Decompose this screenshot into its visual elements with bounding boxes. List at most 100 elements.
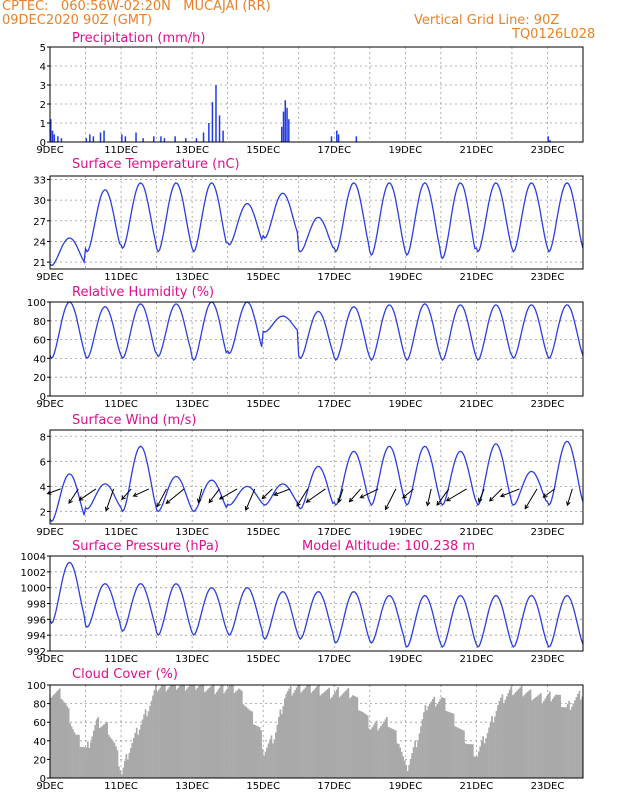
cloud-bar: [349, 698, 351, 778]
cloud-bar: [572, 703, 575, 778]
cloud-bar: [72, 729, 74, 778]
cloud-bar: [334, 691, 336, 778]
temp-ytick: 27: [33, 217, 46, 228]
cloud-bar: [146, 716, 148, 778]
cloud-bar: [460, 729, 462, 778]
cloud-bar: [424, 705, 427, 778]
precip-bar: [288, 119, 290, 142]
cloud-bar: [158, 689, 160, 778]
cloud-bar: [449, 712, 452, 778]
cloud-bar: [266, 747, 268, 778]
cloud-bar: [544, 698, 547, 778]
pres-xtick: 11DEC: [104, 654, 138, 665]
temp-ytick: 30: [33, 196, 46, 207]
wind-arrow: [296, 488, 309, 507]
cloud-bar: [217, 689, 219, 778]
cloud-ytick: 100: [27, 681, 46, 692]
cloud-bar: [562, 707, 564, 778]
cloud-bar: [190, 685, 193, 778]
wind-arrow-head: [445, 497, 451, 502]
cloud-bar: [482, 736, 485, 778]
wind-xtick: 17DEC: [317, 527, 351, 538]
cloud-bar: [187, 686, 190, 778]
wind-xtick: 19DEC: [388, 527, 422, 538]
precip-bar: [174, 136, 176, 142]
pres-xtick: 21DEC: [460, 654, 494, 665]
cloud-bar: [511, 695, 514, 778]
cloud-bar: [189, 685, 191, 778]
wind-arrow-head: [524, 504, 529, 510]
pres-ytick: 1002: [21, 568, 46, 579]
precip-frame: [49, 46, 584, 143]
cloud-bar: [560, 707, 563, 778]
wind-xtick: 13DEC: [175, 527, 209, 538]
cloud-bar: [498, 700, 501, 778]
cloud-bar: [399, 747, 402, 778]
cloud-bar: [325, 690, 328, 778]
cloud-bar: [320, 694, 323, 778]
cloud-bar: [110, 738, 113, 778]
precip-bar: [211, 102, 214, 142]
cloud-bar: [461, 729, 464, 778]
cloud-bar: [242, 704, 245, 778]
cloud-bar: [494, 716, 496, 778]
cloud-bar: [209, 686, 212, 778]
cloud-bar: [483, 743, 486, 778]
cloud-bar: [275, 732, 277, 778]
cloud-xtick: 13DEC: [175, 781, 209, 792]
wind-arrow: [385, 488, 397, 510]
cloud-bar: [141, 719, 144, 778]
cloud-bar: [529, 689, 532, 778]
wind-arrow-head: [78, 496, 84, 501]
precip-ytick: 1: [40, 119, 46, 130]
cloud-bar: [291, 695, 294, 778]
wind-arrow: [436, 488, 450, 506]
cloud-bar: [122, 767, 125, 778]
cloud-bar: [580, 699, 582, 778]
cloud-bar: [476, 756, 479, 778]
cloud-bar: [528, 690, 530, 778]
cloud-bar: [73, 732, 76, 778]
cloud-bar: [186, 688, 188, 778]
precip-xtick: 23DEC: [531, 145, 565, 156]
cloud-bar: [326, 689, 329, 778]
cloud-xtick: 17DEC: [317, 781, 351, 792]
cloud-bar: [208, 688, 211, 778]
wind-arrow: [489, 488, 503, 502]
cloud-bar: [156, 691, 159, 778]
cloud-bar: [510, 686, 513, 778]
cloud-bar: [288, 688, 291, 778]
cloud-bar: [486, 733, 489, 778]
cloud-ytick: 60: [33, 718, 46, 729]
cloud-bar: [340, 695, 342, 778]
cloud-bar: [223, 693, 225, 778]
cloud-ytick: 0: [40, 774, 46, 785]
cloud-bar: [278, 717, 280, 778]
pres-ytick: 996: [27, 615, 46, 626]
precip-xtick: 17DEC: [317, 145, 351, 156]
wind-arrow-head: [542, 493, 548, 498]
cloud-bar: [184, 690, 187, 778]
cloud-bar: [126, 759, 129, 778]
cloud-bar: [289, 685, 292, 778]
precip-bar: [355, 136, 358, 142]
cloud-bar: [307, 685, 310, 778]
precip-bar: [337, 134, 340, 142]
cloud-bar: [260, 730, 262, 778]
cloud-bar: [344, 690, 347, 778]
cloud-bar: [312, 691, 314, 778]
cloud-bar: [150, 700, 153, 778]
precip-bar: [284, 100, 287, 142]
wind-arrow: [165, 488, 185, 504]
cloud-bar: [568, 700, 570, 778]
cloud-bar: [420, 726, 422, 778]
precip-bar: [215, 85, 217, 142]
temp-xtick: 17DEC: [317, 272, 351, 283]
cloud-bar: [545, 696, 548, 778]
cloud-bar: [50, 698, 52, 778]
cloud-bar: [341, 694, 344, 778]
cloud-bar: [125, 754, 128, 778]
cloud-bar: [211, 685, 214, 778]
wind-arrow-head: [436, 501, 441, 506]
wind-arrow: [543, 488, 555, 498]
